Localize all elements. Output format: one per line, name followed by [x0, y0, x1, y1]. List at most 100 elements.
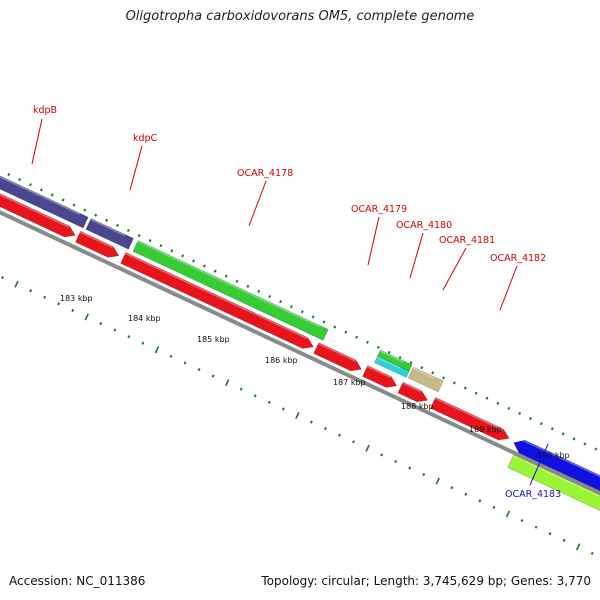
- outer-tick-minor: [518, 411, 522, 416]
- ocar4182-cds-highlight: [434, 397, 504, 431]
- inner-tick-major: [505, 510, 511, 518]
- outer-tick-minor: [507, 406, 511, 410]
- outer-tick-minor: [50, 193, 54, 197]
- inner-tick-minor: [562, 538, 566, 542]
- genome-backbone: [0, 210, 600, 496]
- accession-label: Accession: NC_011386: [9, 574, 146, 588]
- inner-tick-major: [295, 411, 300, 419]
- outer-tick-minor: [442, 376, 446, 380]
- ocar4183-rev-cds: [513, 439, 600, 499]
- outer-tick-minor: [572, 437, 576, 441]
- outer-tick-minor: [18, 178, 22, 182]
- outer-tick-minor: [7, 172, 11, 177]
- ocar4183-gene-highlight: [512, 454, 600, 500]
- outer-tick-minor: [366, 340, 369, 344]
- kdpc-gene: [85, 218, 134, 250]
- ocar4178-gene-highlight: [137, 240, 321, 328]
- inner-tick-minor: [43, 295, 47, 299]
- gene-features: [0, 159, 600, 515]
- outer-tick-minor: [137, 233, 141, 238]
- outer-tick-minor: [235, 279, 239, 283]
- outer-tick-minor: [257, 289, 261, 294]
- kdpb-cds: [0, 174, 76, 238]
- inner-tick-minor: [492, 505, 496, 509]
- outer-tick-minor: [529, 417, 532, 421]
- ocar4181-cds: [397, 381, 429, 403]
- outer-tick-minor: [289, 305, 293, 309]
- outer-tick-minor: [39, 188, 43, 192]
- inner-tick-minor: [478, 499, 482, 503]
- ocar4181-gene-highlight: [412, 367, 435, 379]
- ocar4178-cds-highlight: [125, 252, 308, 340]
- kbp-label: 184 kbp: [128, 314, 161, 323]
- inner-tick-minor: [141, 341, 145, 345]
- inner-tick-minor: [211, 374, 215, 378]
- ocar4183-rev-cds-highlight: [515, 436, 600, 483]
- inner-tick-minor: [127, 335, 131, 339]
- inner-tick-minor: [281, 407, 285, 411]
- ocar4178-leader: [248, 180, 267, 227]
- outer-tick-minor: [159, 244, 163, 248]
- ocar4179-leader: [367, 216, 380, 266]
- inner-tick-minor: [99, 321, 103, 326]
- outer-tick-minor: [387, 350, 391, 355]
- outer-tick-minor: [202, 264, 206, 268]
- inner-tick-minor: [29, 289, 33, 293]
- label-leader-lines: [31, 118, 549, 486]
- inner-tick-minor: [548, 532, 552, 536]
- outer-tick-minor: [355, 335, 359, 339]
- outer-tick-minor: [333, 325, 337, 329]
- inner-tick-minor: [338, 433, 341, 437]
- inner-tick-minor: [520, 519, 524, 523]
- tick-marks: [1, 172, 598, 555]
- ocar4180-cds: [362, 365, 398, 388]
- inner-tick-minor: [113, 328, 117, 332]
- outer-tick-minor: [170, 249, 174, 253]
- kbp-label: 188 kbp: [401, 402, 434, 411]
- outer-tick-minor: [246, 284, 250, 288]
- kbp-label: 186 kbp: [265, 356, 298, 365]
- gene-labels: kdpB kdpC OCAR_4178 OCAR_4179 OCAR_4180 OCAR_…: [33, 105, 561, 500]
- kdpb-leader: [31, 118, 43, 165]
- outer-tick-minor: [398, 355, 402, 360]
- inner-tick-minor: [380, 453, 384, 457]
- inner-tick-minor: [464, 492, 468, 496]
- outer-tick-minor: [72, 203, 76, 207]
- inner-tick-minor: [422, 473, 426, 477]
- inner-tick-major: [575, 543, 581, 551]
- inner-tick-major: [14, 280, 19, 288]
- inner-tick-minor: [57, 302, 61, 306]
- ocar4183-gene: [507, 454, 600, 515]
- inner-tick-minor: [1, 276, 4, 280]
- ocar4183-leader: [529, 443, 549, 486]
- kbp-label: 187 kbp: [333, 378, 366, 387]
- outer-tick-minor: [311, 315, 315, 319]
- outer-tick-minor: [463, 386, 467, 390]
- outer-tick-minor: [181, 254, 185, 258]
- outer-tick-minor: [300, 310, 304, 314]
- inner-tick-minor: [253, 394, 257, 398]
- inner-tick-minor: [71, 308, 75, 312]
- outer-tick-minor: [583, 442, 587, 446]
- kbp-label: 190 kbp: [537, 451, 570, 460]
- outer-tick-minor: [268, 294, 272, 299]
- ocar4182-cds: [430, 396, 510, 441]
- outer-tick-minor: [594, 447, 598, 451]
- backbone-line: [0, 210, 600, 496]
- inner-tick-minor: [183, 361, 187, 365]
- outer-tick-minor: [105, 218, 109, 222]
- outer-tick-minor: [116, 223, 119, 227]
- inner-tick-minor: [352, 440, 355, 444]
- outer-tick-minor: [224, 274, 228, 278]
- outer-tick-minor: [344, 330, 348, 334]
- kdpb-cds-highlight: [0, 175, 70, 228]
- kdpc-cds-highlight: [79, 231, 114, 249]
- outer-tick-minor: [94, 213, 98, 217]
- inner-tick-minor: [309, 420, 313, 424]
- ocar4180-cds-highlight: [366, 365, 392, 379]
- inner-tick-major: [224, 379, 230, 387]
- inner-tick-minor: [394, 459, 398, 464]
- outer-tick-minor: [279, 300, 282, 304]
- inner-tick-minor: [534, 525, 538, 529]
